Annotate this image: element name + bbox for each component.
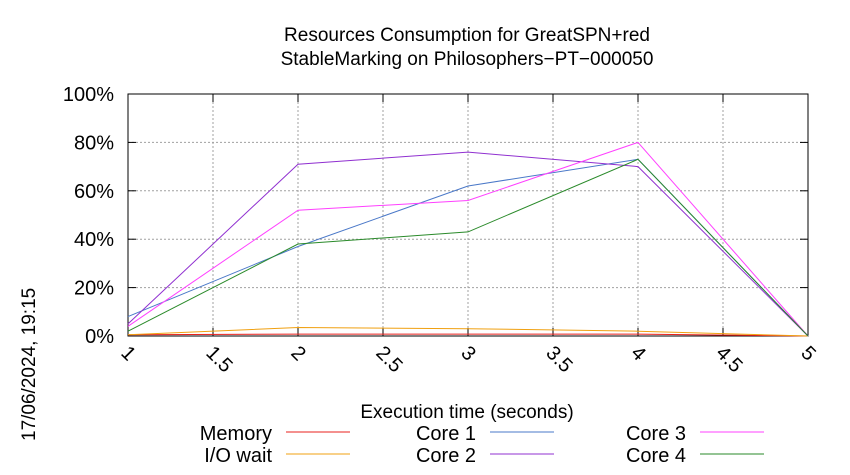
timestamp: 17/06/2024, 19:15 <box>19 288 40 441</box>
x-axis-label: Execution time (seconds) <box>360 402 573 423</box>
legend-label: Core 1 <box>416 423 476 445</box>
legend-label: Core 2 <box>416 445 476 467</box>
legend-label: I/O wait <box>204 445 272 467</box>
x-tick-label: 4.5 <box>711 342 746 377</box>
y-tick-label: 20% <box>74 278 114 300</box>
series-line-core-2 <box>127 151 809 337</box>
x-tick-label: 3 <box>456 342 479 365</box>
chart-subtitle: StableMarking on Philosophers−PT−000050 <box>281 49 654 70</box>
series-lines <box>127 141 809 337</box>
series-line-memory <box>127 333 809 337</box>
x-tick-label: 1.5 <box>201 342 236 377</box>
x-tick-label: 2 <box>286 342 309 365</box>
series-line-core-3 <box>127 141 809 337</box>
grid-lines <box>127 93 809 337</box>
legend-label: Core 4 <box>626 445 686 467</box>
y-tick-label: 100% <box>63 84 114 106</box>
x-tick-label: 5 <box>796 342 819 365</box>
legend-label: Memory <box>200 423 272 445</box>
y-tick-label: 0% <box>85 326 114 348</box>
x-tick-label: 2.5 <box>371 342 406 377</box>
x-tick-label: 3.5 <box>541 342 576 377</box>
legend-label: Core 3 <box>626 423 686 445</box>
y-axis-ticks: 0% 20% 40% 60% 80% 100% <box>63 84 808 348</box>
series-line-core-4 <box>127 158 809 337</box>
chart-title: Resources Consumption for GreatSPN+red <box>284 25 650 46</box>
y-tick-label: 80% <box>74 132 114 154</box>
x-tick-label: 4 <box>626 342 649 365</box>
y-tick-label: 60% <box>74 181 114 203</box>
y-tick-label: 40% <box>74 229 114 251</box>
series-line-i-o-wait <box>127 326 809 337</box>
x-tick-label: 1 <box>116 342 139 365</box>
